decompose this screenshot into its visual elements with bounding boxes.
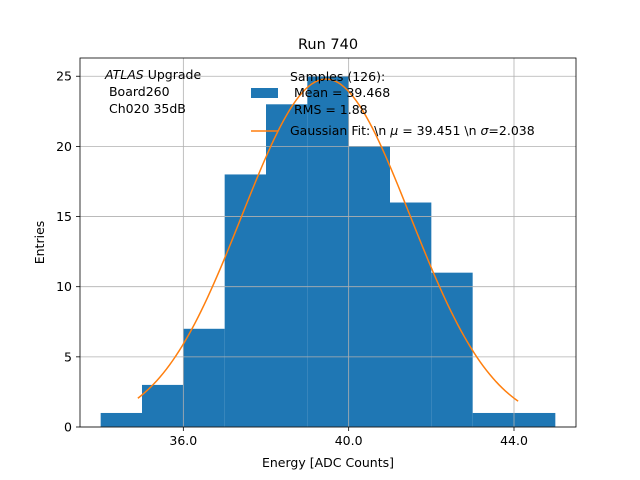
- y-axis-label: Entries: [32, 221, 47, 265]
- x-axis-ticks: 36.0 40.0 44.0: [169, 427, 528, 448]
- histogram-bar-5: [307, 76, 349, 428]
- annotation-line-1: ATLAS Upgrade: [104, 67, 201, 82]
- histogram-bar-0: [100, 412, 142, 427]
- histogram-bar-9: [472, 412, 514, 427]
- chart-title: Run 740: [298, 37, 358, 53]
- legend-fit-mu-symbol: μ: [389, 123, 398, 138]
- legend-fit-suffix: =2.038: [488, 123, 534, 138]
- histogram-bar-3: [224, 174, 266, 427]
- y-tick-label-5: 25: [56, 69, 72, 84]
- annotation-upgrade-text: Upgrade: [144, 67, 202, 82]
- gaussian-fit-curve: [137, 78, 519, 402]
- x-axis-label: Energy [ADC Counts]: [262, 455, 394, 470]
- annotation-line-2: Board260: [105, 84, 170, 99]
- histogram-bar-1: [142, 384, 184, 427]
- legend-histogram-line-2: Mean = 39.468: [290, 85, 390, 100]
- histogram-bar-8: [431, 272, 473, 427]
- x-tick-label-0: 36.0: [169, 433, 197, 448]
- legend-histogram-line-1: Samples (126):: [290, 69, 385, 84]
- atlas-annotation: ATLAS Upgrade Board260 Ch020 35dB: [104, 67, 201, 116]
- legend-fit-mid: = 39.451 \n: [398, 123, 480, 138]
- y-axis-ticks: 0 5 10 15 20 25: [56, 69, 80, 435]
- legend-fit-sigma-symbol: σ: [480, 123, 489, 138]
- y-tick-label-0: 0: [64, 420, 72, 435]
- histogram-bar-10: [514, 412, 556, 427]
- legend-histogram-line-3: RMS = 1.88: [290, 102, 368, 117]
- annotation-line-3: Ch020 35dB: [105, 101, 186, 116]
- y-tick-label-3: 15: [56, 209, 72, 224]
- y-tick-label-2: 10: [56, 279, 72, 294]
- legend-histogram-patch: [251, 88, 278, 98]
- histogram-bar-7: [390, 202, 432, 427]
- legend-fit-label: Gaussian Fit: \n μ = 39.451 \n σ=2.038: [290, 123, 535, 138]
- plot-frame: [79, 57, 577, 428]
- legend: Samples (126): Mean = 39.468 RMS = 1.88 …: [251, 69, 535, 138]
- histogram-bar-2: [183, 328, 225, 427]
- histogram-bar-4: [266, 104, 308, 427]
- y-tick-label-4: 20: [56, 139, 72, 154]
- legend-fit-prefix: Gaussian Fit: \n: [290, 123, 390, 138]
- x-tick-label-2: 44.0: [500, 433, 528, 448]
- x-tick-label-1: 40.0: [335, 433, 363, 448]
- y-tick-label-1: 5: [64, 349, 72, 364]
- annotation-atlas-italic: ATLAS: [104, 67, 144, 82]
